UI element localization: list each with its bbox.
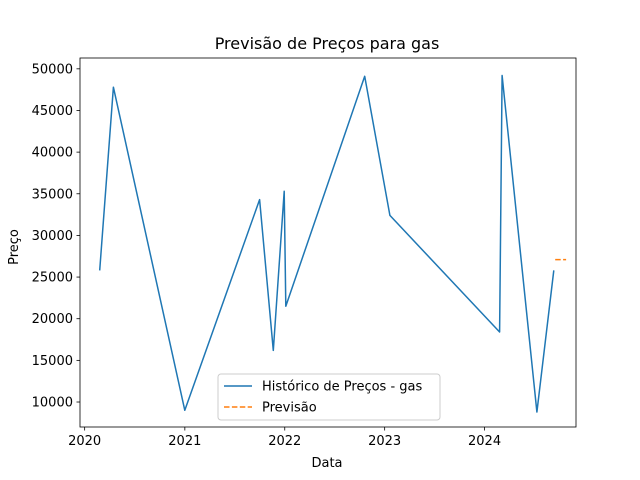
legend-box — [217, 373, 441, 421]
y-tick-label: 25000 — [32, 271, 73, 286]
y-tick-label: 35000 — [32, 187, 73, 202]
x-axis-title: Data — [311, 456, 342, 471]
x-tick-label: 2020 — [68, 434, 101, 449]
x-tick-label: 2022 — [268, 434, 301, 449]
x-tick-label: 2024 — [468, 434, 501, 449]
legend-label-1: Previsão — [262, 401, 317, 416]
y-tick-label: 20000 — [32, 312, 73, 327]
x-tick-label: 2023 — [368, 434, 401, 449]
plot-area — [79, 57, 577, 428]
legend-label-0: Histórico de Preços - gas — [262, 380, 422, 395]
legend: Histórico de Preços - gas Previsão — [217, 373, 441, 421]
y-axis-title: Preço — [7, 229, 22, 265]
y-tick-label: 10000 — [32, 396, 73, 411]
axes-frame — [79, 57, 577, 428]
chart-title: Previsão de Preços para gas — [215, 34, 440, 53]
y-tick-label: 45000 — [32, 104, 73, 119]
y-tick-label: 40000 — [32, 146, 73, 161]
x-tick-label: 2021 — [168, 434, 201, 449]
y-tick-label: 15000 — [32, 354, 73, 369]
y-axis-ticks: 10000 15000 20000 25000 30000 35000 40000 45000… — [32, 62, 80, 411]
y-tick-label: 30000 — [32, 229, 73, 244]
y-tick-label: 50000 — [32, 62, 73, 77]
x-axis-ticks: 2020 2021 2022 2023 2024 — [68, 427, 501, 449]
series-line-0 — [98, 74, 555, 413]
